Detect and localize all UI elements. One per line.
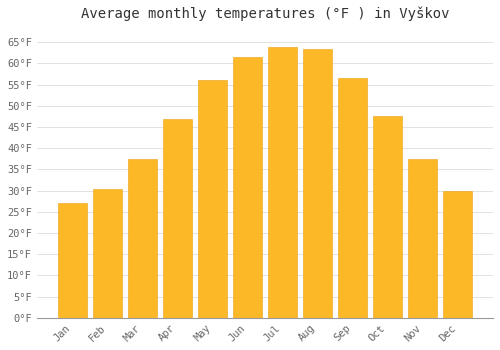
Bar — [198, 80, 228, 318]
Bar — [128, 159, 158, 318]
Bar — [58, 203, 88, 318]
Bar — [302, 49, 332, 318]
Bar — [408, 159, 438, 318]
Bar — [268, 47, 298, 318]
Bar — [372, 117, 402, 318]
Bar — [232, 57, 262, 318]
Title: Average monthly temperatures (°F ) in Vyškov: Average monthly temperatures (°F ) in Vy… — [80, 7, 449, 21]
Bar — [92, 189, 122, 318]
Bar — [338, 78, 368, 318]
Bar — [442, 191, 472, 318]
Bar — [162, 119, 192, 318]
